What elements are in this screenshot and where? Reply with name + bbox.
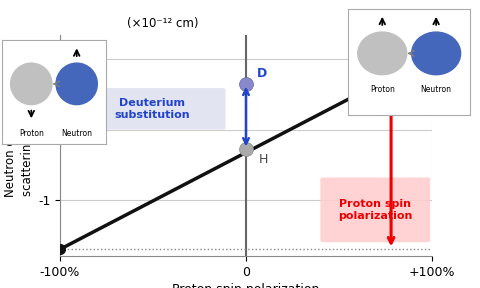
Circle shape [358,32,407,75]
Text: Neutron: Neutron [61,129,92,138]
Text: Proton spin
polarization: Proton spin polarization [338,199,412,221]
Text: Deuterium
substitution: Deuterium substitution [114,98,190,120]
Text: Proton: Proton [370,85,395,94]
Text: Neutron: Neutron [420,85,452,94]
X-axis label: Proton spin polarization: Proton spin polarization [172,283,320,288]
Circle shape [56,63,97,105]
Text: H: H [259,153,268,166]
Y-axis label: Neutron coherent
scattering length: Neutron coherent scattering length [4,94,34,197]
Text: D: D [257,67,267,79]
FancyBboxPatch shape [79,88,226,130]
Text: (×10⁻¹² cm): (×10⁻¹² cm) [127,17,198,30]
Circle shape [412,32,461,75]
Text: Proton: Proton [19,129,44,138]
FancyBboxPatch shape [321,177,430,242]
Circle shape [11,63,52,105]
